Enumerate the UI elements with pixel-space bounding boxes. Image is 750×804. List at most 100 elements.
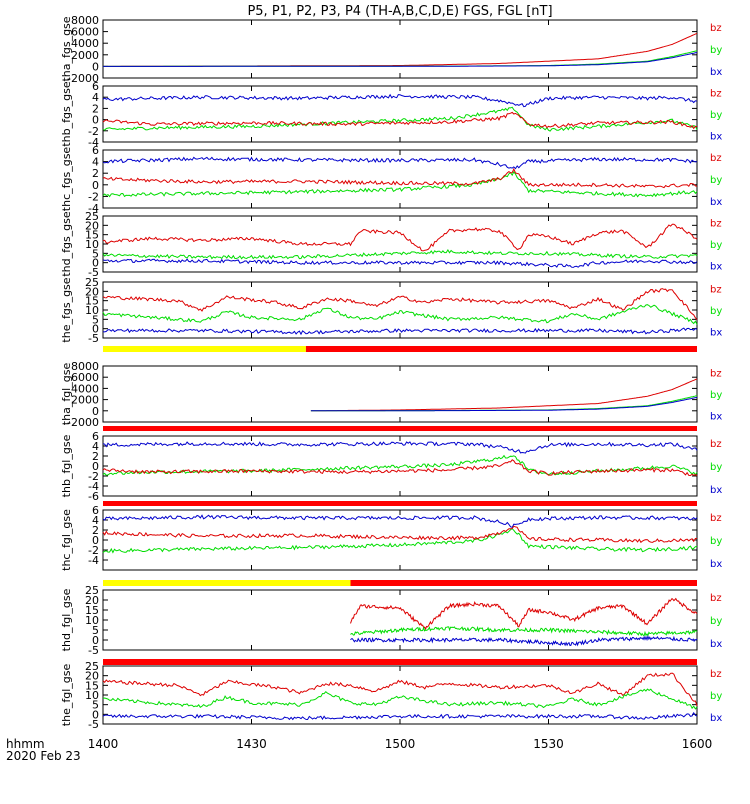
y-tick-label: 15: [85, 679, 99, 692]
y-tick-label: 2: [92, 524, 99, 537]
mode-bar-mode_fast: [305, 346, 697, 352]
legend-by: by: [710, 462, 722, 473]
y-tick-label: 10: [85, 689, 99, 702]
y-tick-label: 2000: [71, 394, 99, 407]
y-tick-label: 0: [92, 323, 99, 336]
y-axis-label: thd_fgl_gse: [60, 588, 73, 651]
x-time-label: hhmm: [6, 737, 45, 751]
legend-bx: bx: [710, 197, 722, 208]
y-tick-label: -4: [88, 136, 99, 149]
y-tick-label: 25: [85, 584, 99, 597]
series-line-bz: [102, 459, 698, 477]
y-tick-label: 4000: [71, 37, 99, 50]
series-line-bx: [102, 711, 698, 721]
y-tick-label: 25: [85, 660, 99, 673]
x-tick-label: 1430: [236, 737, 267, 751]
legend-bz: bz: [710, 89, 722, 100]
series-line-bx: [102, 93, 698, 108]
panel-frame: [102, 19, 698, 79]
y-tick-label: 15: [85, 604, 99, 617]
mode-bar-mode_fast: [103, 659, 697, 665]
legend-by: by: [710, 390, 722, 401]
y-tick-label: 10: [85, 238, 99, 251]
legend-bz: bz: [710, 439, 722, 450]
y-tick-label: 8000: [71, 360, 99, 373]
y-axis-label: tha_fgl_gse: [60, 363, 73, 426]
series-line-bz: [102, 167, 698, 189]
series-line-by: [102, 304, 698, 325]
series-line-bz: [102, 672, 698, 707]
legend-by: by: [710, 240, 722, 251]
y-tick-label: -4: [88, 554, 99, 567]
y-tick-label: -2: [88, 125, 99, 138]
y-tick-label: 0: [92, 114, 99, 127]
legend-bz: bz: [710, 513, 722, 524]
legend-by: by: [710, 306, 722, 317]
y-axis-label: tha_fgs_gse: [60, 16, 73, 81]
panel-frame: [102, 215, 698, 273]
y-axis-label: thd_fgs_gse: [60, 211, 73, 277]
legend-bz: bz: [710, 285, 722, 296]
chart-title: P5, P1, P2, P3, P4 (TH-A,B,C,D,E) FGS, F…: [247, 4, 552, 19]
y-tick-label: 4: [92, 514, 99, 527]
y-tick-label: 4: [92, 440, 99, 453]
x-tick-label: 1500: [385, 737, 416, 751]
y-tick-label: -2: [88, 470, 99, 483]
y-tick-label: 6: [92, 430, 99, 443]
legend-bz: bz: [710, 23, 722, 34]
series-line-bx: [102, 441, 698, 454]
legend-bx: bx: [710, 67, 722, 78]
series-line-bx: [310, 396, 698, 412]
y-tick-label: 2: [92, 167, 99, 180]
series-line-by: [102, 170, 698, 198]
legend-bz: bz: [710, 153, 722, 164]
y-axis-label: thc_fgl_gse: [60, 509, 73, 571]
legend-bx: bx: [710, 411, 722, 422]
series-line-by: [102, 528, 698, 554]
series-line-by: [102, 106, 698, 132]
x-tick-label: 1530: [533, 737, 564, 751]
legend-by: by: [710, 110, 722, 121]
legend-bx: bx: [710, 639, 722, 650]
x-tick-label: 1400: [88, 737, 119, 751]
y-tick-label: -5: [88, 266, 99, 279]
panel-frame: [102, 149, 698, 209]
y-axis-label: the_fgs_gse: [60, 277, 73, 342]
y-tick-label: -2000: [67, 72, 99, 85]
series-line-by: [102, 688, 698, 710]
y-tick-label: 8000: [71, 14, 99, 27]
y-tick-label: 20: [85, 219, 99, 232]
series-line-bx: [102, 327, 698, 336]
legend-by: by: [710, 536, 722, 547]
y-tick-label: -5: [88, 332, 99, 345]
legend-bz: bz: [710, 593, 722, 604]
y-tick-label: 0: [92, 708, 99, 721]
y-tick-label: -4: [88, 480, 99, 493]
y-tick-label: -5: [88, 644, 99, 657]
legend-bx: bx: [710, 485, 722, 496]
legend-bx: bx: [710, 713, 722, 724]
legend-bx: bx: [710, 327, 722, 338]
series-line-bz: [102, 111, 698, 130]
series-line-bz: [102, 223, 698, 252]
y-axis-label: thb_fgl_gse: [60, 434, 73, 497]
x-tick-label: 1600: [682, 737, 713, 751]
y-tick-label: 25: [85, 210, 99, 223]
y-tick-label: 6000: [71, 371, 99, 384]
y-tick-label: 6: [92, 504, 99, 517]
y-tick-label: 10: [85, 614, 99, 627]
mode-bar-mode_fast: [350, 580, 697, 586]
legend-bz: bz: [710, 219, 722, 230]
y-tick-label: 10: [85, 304, 99, 317]
legend-bx: bx: [710, 131, 722, 142]
series-line-bz: [102, 288, 698, 320]
legend-by: by: [710, 175, 722, 186]
y-tick-label: 6: [92, 144, 99, 157]
y-tick-label: 25: [85, 276, 99, 289]
y-tick-label: 15: [85, 295, 99, 308]
series-line-by: [102, 249, 698, 260]
y-tick-label: 5: [92, 699, 99, 712]
y-tick-label: 5: [92, 247, 99, 260]
mode-bar-mode_fast: [103, 426, 697, 431]
